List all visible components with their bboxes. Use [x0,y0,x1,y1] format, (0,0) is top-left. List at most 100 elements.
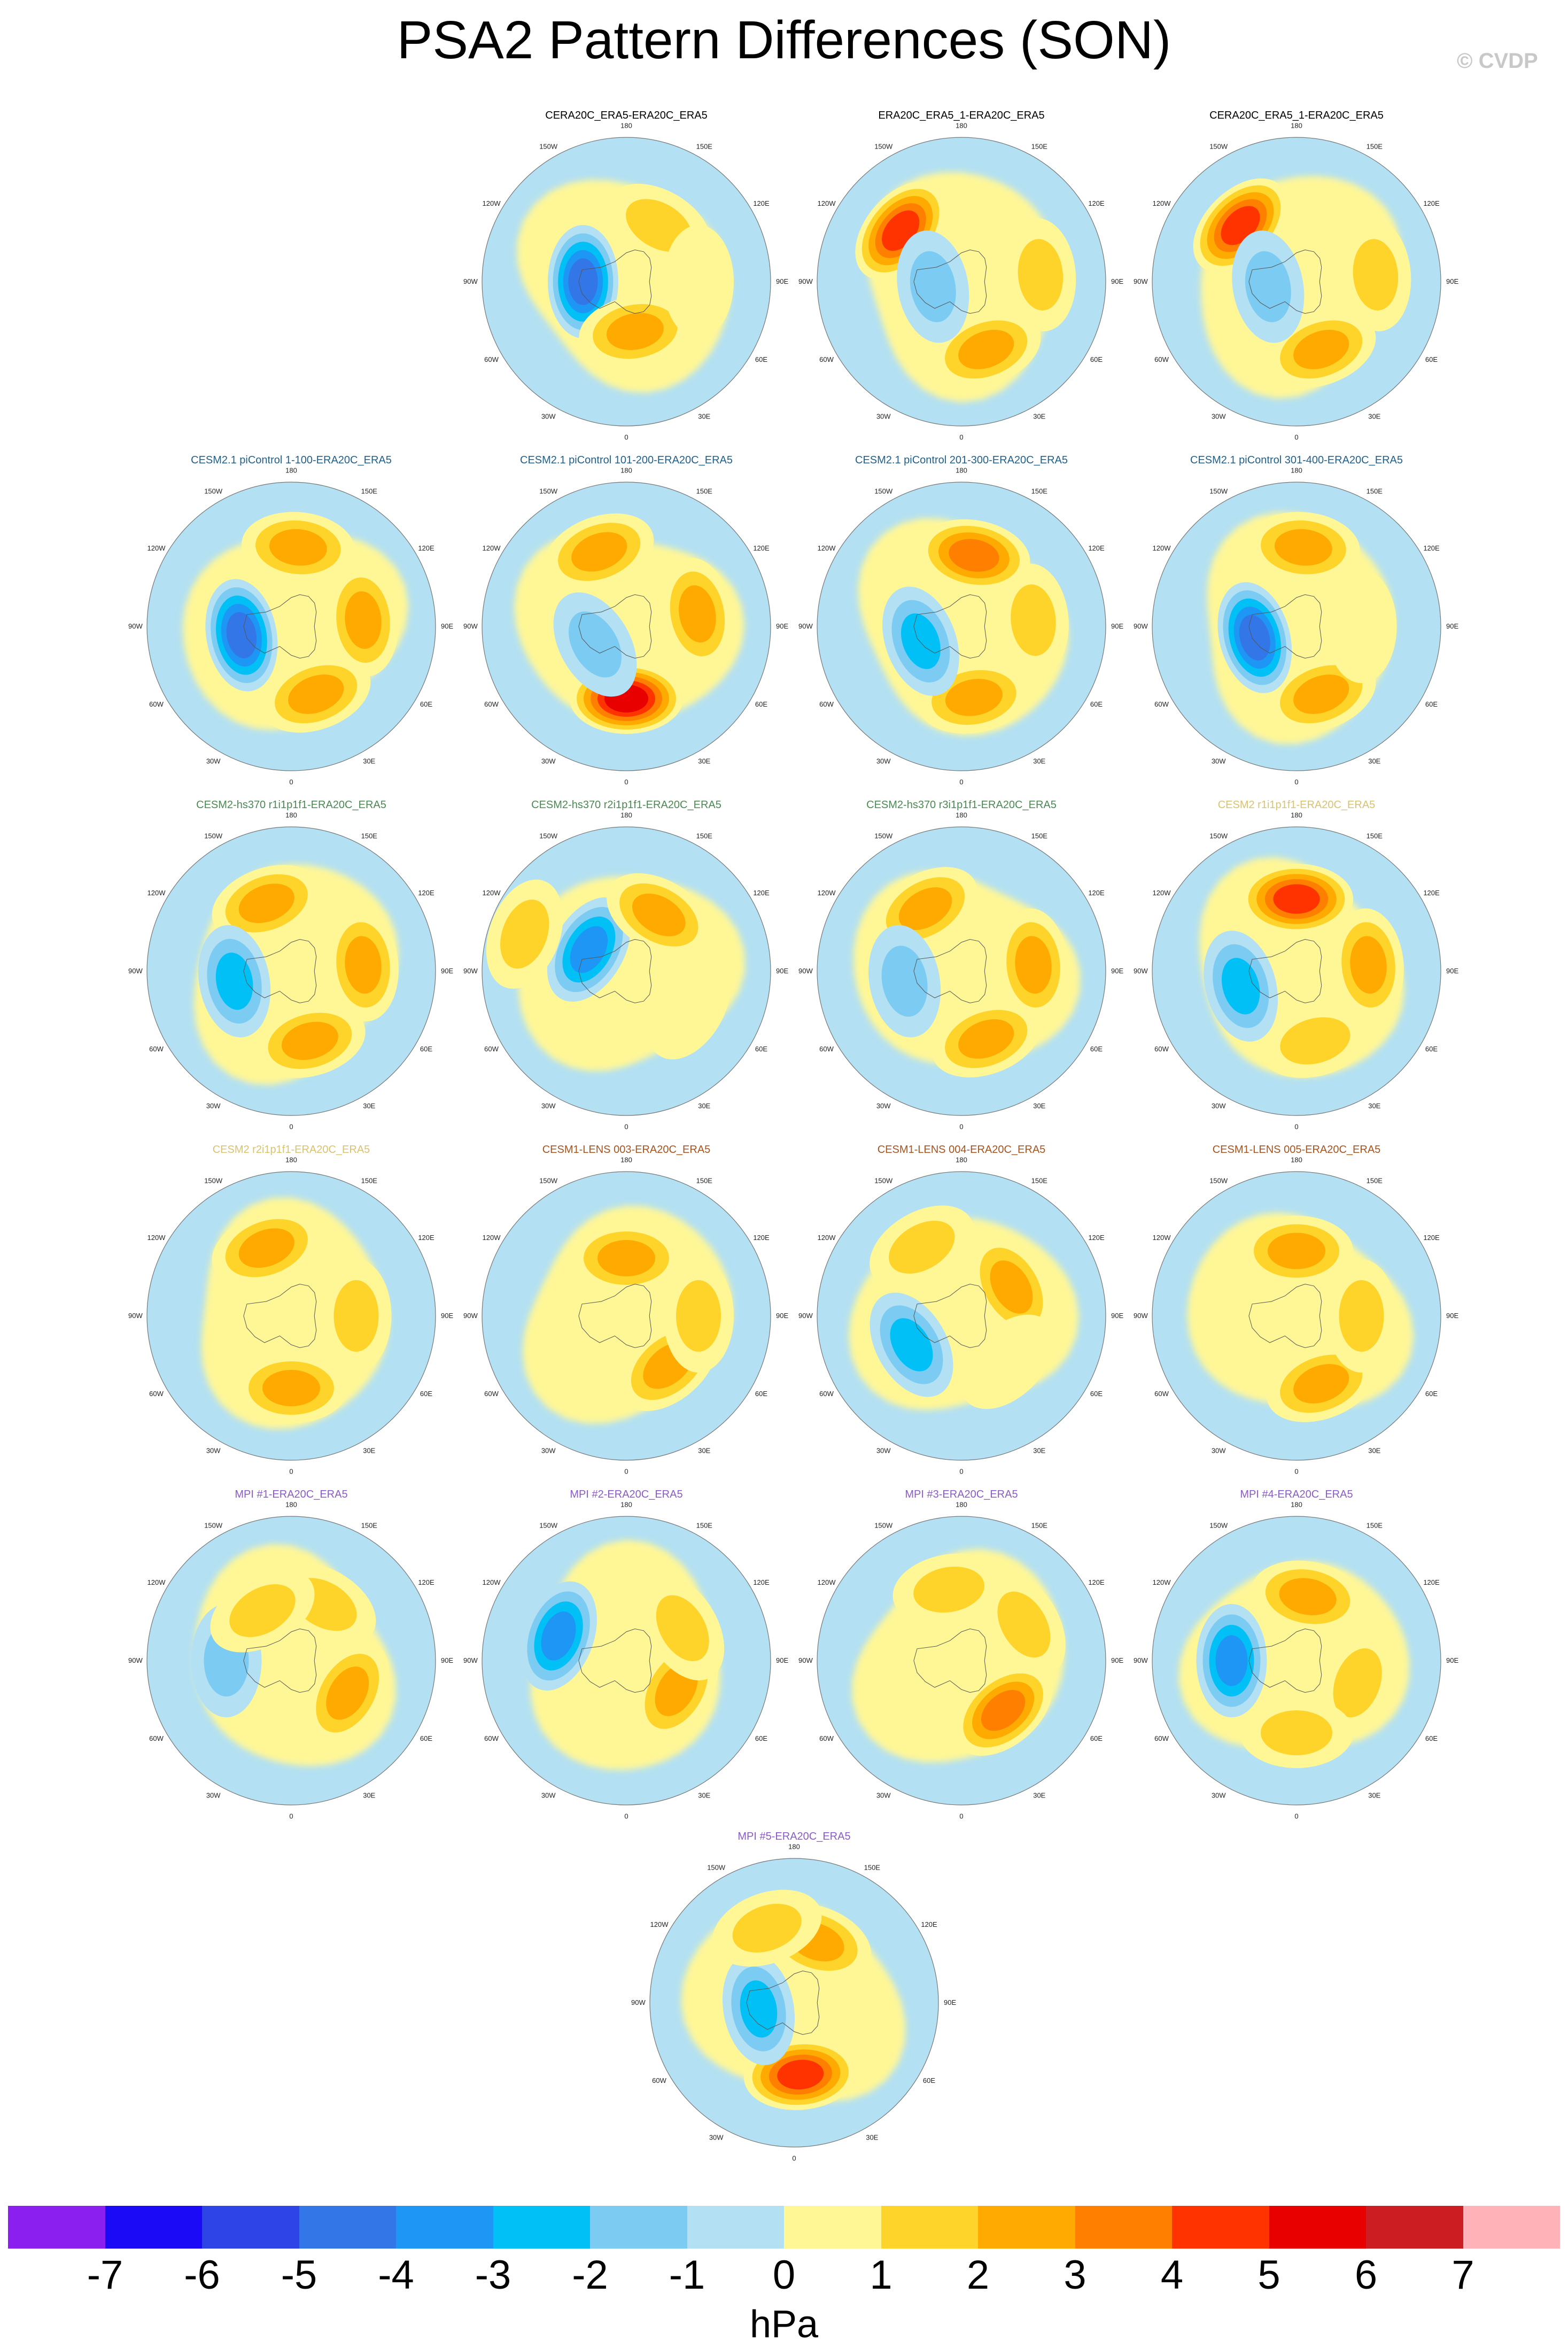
longitude-label: 30W [876,413,891,421]
negative-anomaly-contour [215,952,253,1010]
polar-map: 0 30E 60E 90E 120E 150E 180 150W 120W 90W 60W 30W [1134,466,1458,786]
negative-anomaly-contour [1239,615,1270,661]
longitude-label: 90W [1134,622,1148,630]
map-panel: CERA20C_ERA5_1-ERA20C_ERA5 0 30E 60E 90E 120E… [1130,110,1463,444]
longitude-label: 90W [1134,1656,1148,1664]
longitude-label: 60E [1425,1734,1438,1742]
longitude-label: 150W [1209,1177,1228,1185]
longitude-label: 120E [1423,544,1440,552]
longitude-label: 90E [1446,622,1458,630]
longitude-label: 120E [753,889,770,897]
longitude-label: 150W [1209,832,1228,840]
longitude-label: 150W [874,832,893,840]
polar-map: 0 30E 60E 90E 120E 150E 180 150W 120W 90W 60W 30W [128,811,453,1130]
longitude-label: 150W [539,1177,558,1185]
antarctica-outline [913,1283,987,1349]
longitude-label: 30W [876,757,891,765]
polar-map: 0 30E 60E 90E 120E 150E 180 150W 120W 90W 60W 30W [631,1842,956,2162]
colorbar-swatch [1366,2206,1463,2249]
map-border [1152,482,1441,771]
longitude-label: 120W [148,544,166,552]
antarctica-outline [913,249,987,314]
longitude-label: 60W [484,700,499,708]
longitude-label: 90E [1446,277,1458,285]
antarctica-outline [578,594,652,659]
positive-anomaly-contour [1293,1363,1349,1404]
positive-anomaly-contour [647,955,731,1060]
longitude-label: 30E [698,1102,710,1110]
map-border [482,137,771,427]
longitude-label: 120W [1153,544,1171,552]
longitude-label: 30W [206,1102,221,1110]
longitude-label: 30W [876,1102,891,1110]
longitude-label: 90E [441,1656,453,1664]
colorbar-swatch [105,2206,202,2249]
longitude-label: 30E [1033,1447,1045,1455]
colorbar-tick-label: 5 [1257,2252,1280,2298]
positive-anomaly-contour [777,2059,824,2090]
longitude-label: 150E [1367,487,1383,495]
colorbar-tick-label: 7 [1451,2252,1474,2298]
longitude-label: 120E [418,1234,434,1242]
colorbar-swatch [202,2206,299,2249]
positive-anomaly-contour [1279,1578,1337,1616]
longitude-label: 120W [818,544,836,552]
map-panel: CERA20C_ERA5-ERA20C_ERA5 0 30E 60E 90E 120E 15… [460,110,793,444]
antarctica-outline [913,1628,987,1693]
positive-anomaly-contour [997,1591,1051,1658]
longitude-label: 90W [128,1656,143,1664]
longitude-label: 30W [876,1447,891,1455]
positive-anomaly-contour [676,1280,721,1352]
polar-map: 0 30E 60E 90E 120E 150E 180 150W 120W 90W 60W 30W [1134,811,1458,1130]
longitude-label: 60W [819,355,834,363]
colorbar-tick-label: 0 [772,2252,796,2298]
longitude-label: 30W [1212,413,1226,421]
positive-anomaly-contour [1350,936,1387,994]
longitude-label: 90E [776,1656,788,1664]
positive-anomaly-contour [1273,884,1320,914]
longitude-label: 0 [959,433,963,441]
longitude-label: 60W [149,700,164,708]
longitude-label: 150W [1209,487,1228,495]
map-border [1152,826,1441,1116]
colorbar-swatch [8,2206,105,2249]
positive-anomaly-contour [1261,1710,1332,1755]
colorbar-tick-label: -3 [475,2252,511,2298]
longitude-label: 180 [620,1156,632,1164]
positive-anomaly-contour [990,1260,1033,1314]
panel-title: CESM1-LENS 003-ERA20C_ERA5 [542,1144,711,1156]
longitude-label: 180 [620,811,632,819]
antarctica-outline [1248,249,1322,314]
longitude-label: 60W [819,700,834,708]
longitude-label: 120E [1423,199,1440,207]
positive-anomaly-contour [679,585,716,643]
map-panel: MPI #4-ERA20C_ERA5 0 30E 60E 90E 120E 150E 180 1… [1130,1489,1463,1823]
longitude-label: 120W [650,1920,669,1928]
longitude-label: 60E [1425,1390,1438,1398]
antarctica-outline [578,1283,652,1349]
longitude-label: 30W [541,1792,556,1800]
positive-anomaly-contour [1339,1280,1384,1352]
longitude-label: 120E [418,544,434,552]
longitude-label: 90W [463,1312,478,1320]
longitude-label: 30E [866,2134,878,2142]
panel-title: CERA20C_ERA5_1-ERA20C_ERA5 [1209,110,1384,121]
longitude-label: 60E [1425,355,1438,363]
longitude-label: 120W [148,1234,166,1242]
colorbar-tick-label: 1 [870,2252,892,2298]
positive-anomaly-contour [345,591,382,649]
longitude-label: 60E [420,1390,432,1398]
polar-map: 0 30E 60E 90E 120E 150E 180 150W 120W 90W 60W 30W [798,121,1123,441]
longitude-label: 90E [441,1312,453,1320]
longitude-label: 120W [148,1578,166,1586]
longitude-label: 90E [776,967,788,975]
longitude-label: 0 [959,1812,963,1820]
longitude-label: 90E [441,622,453,630]
longitude-label: 150W [539,832,558,840]
antarctica-outline [1248,939,1322,1004]
map-border [817,137,1106,427]
longitude-label: 180 [285,811,297,819]
longitude-label: 180 [956,1156,967,1164]
map-border [482,1516,771,1805]
polar-map: 0 30E 60E 90E 120E 150E 180 150W 120W 90W 60W 30W [798,811,1123,1130]
